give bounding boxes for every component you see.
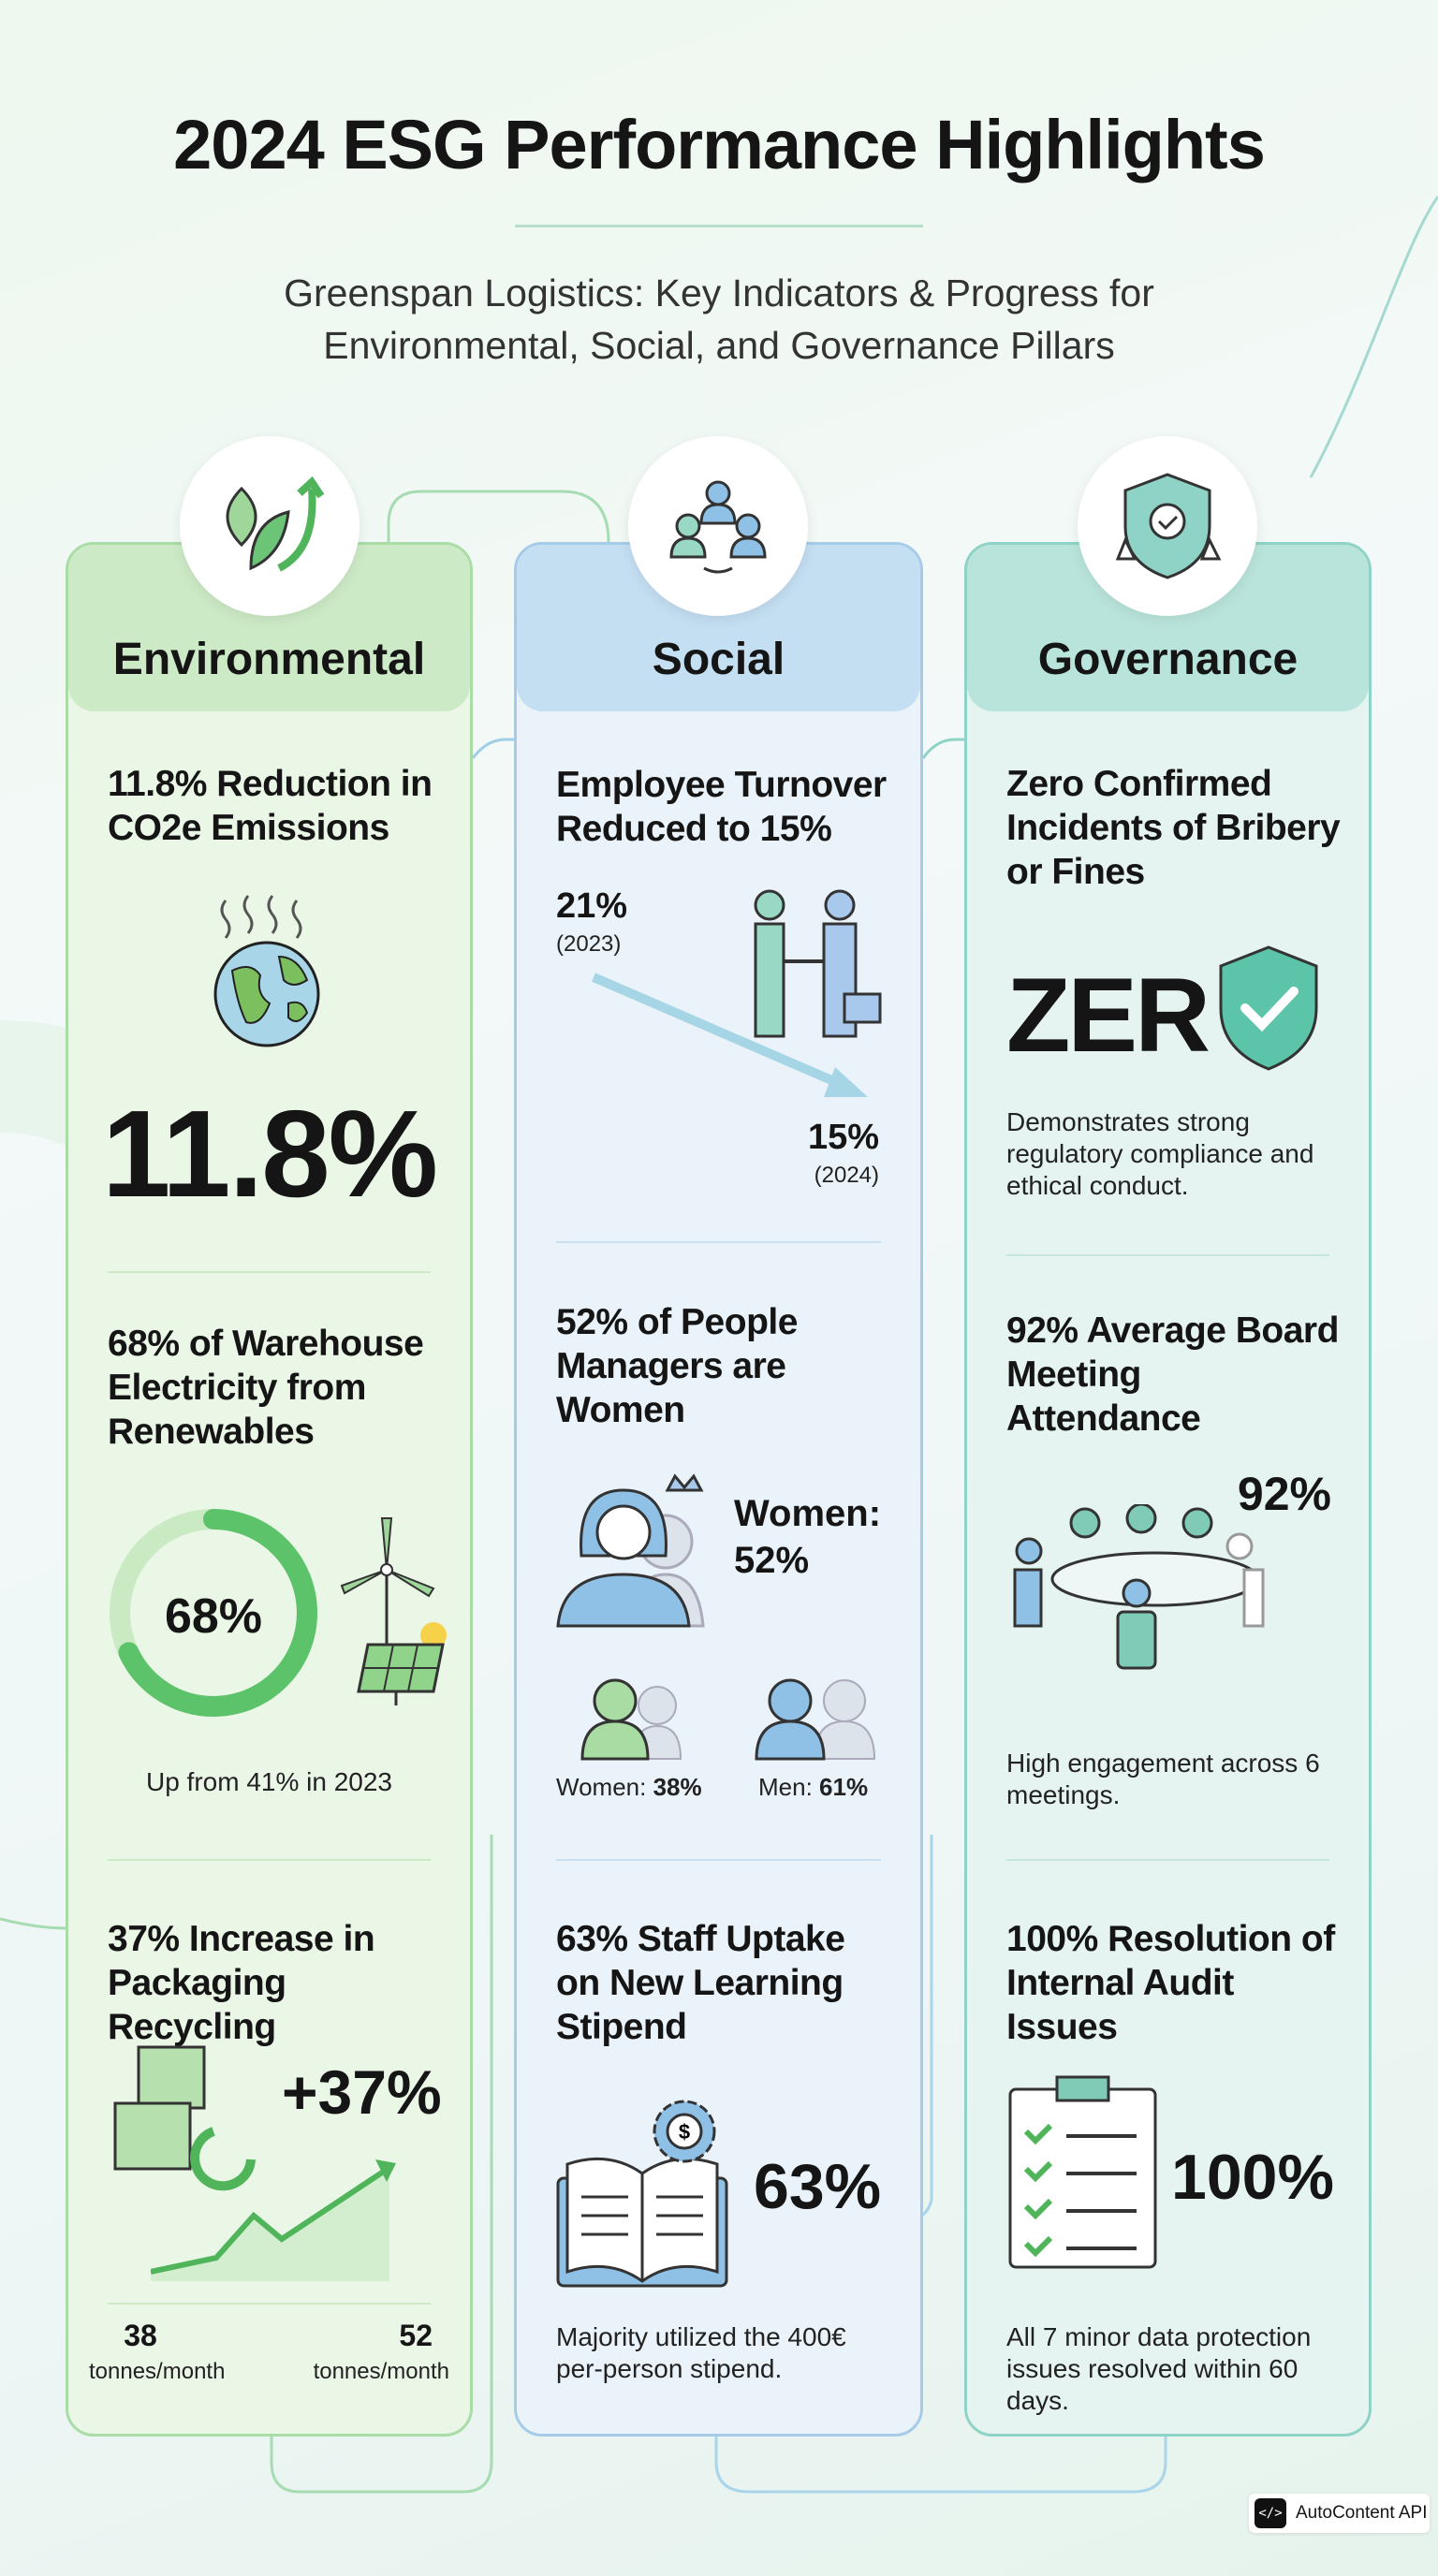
divider: [556, 1859, 881, 1861]
title-divider: [515, 225, 923, 227]
women-overall-stat: Women: 38%: [556, 1771, 702, 1803]
men-overall-icon: [755, 1678, 876, 1761]
kpi-title: 63% Staff Uptake on New Learning Stipend: [556, 1919, 845, 2047]
badge-label: AutoContent API: [1296, 2503, 1428, 2523]
board-meeting-icon: [1013, 1504, 1265, 1670]
code-icon: </>: [1255, 2498, 1286, 2528]
kpi-title: 92% Average Board Meeting Attendance: [1006, 1310, 1339, 1439]
women-overall-icon: [580, 1678, 682, 1761]
kpi-note: Majority utilized the 400€ per-person st…: [556, 2322, 846, 2383]
shield-check-icon: [1219, 945, 1318, 1071]
earth-heat-icon: [213, 895, 320, 1047]
start-unit: tonnes/month: [89, 2359, 226, 2384]
boxes-recycle-icon: [113, 2045, 256, 2191]
kpi-title: 11.8% Reduction in CO2e Emissions: [108, 764, 433, 848]
men-overall-stat: Men: 61%: [758, 1771, 868, 1803]
page-title: 2024 ESG Performance Highlights: [173, 106, 1266, 183]
kpi-title: 100% Resolution of Internal Audit Issues: [1006, 1919, 1335, 2047]
divider: [1006, 1859, 1329, 1861]
turnover-2023-year: (2023): [556, 931, 622, 957]
handshake-icon: [754, 889, 882, 1038]
social-card: Social Employee Turnover Reduced to 15% …: [514, 542, 923, 2437]
kpi-value: 11.8%: [102, 1085, 438, 1222]
leaf-growth-icon: [180, 436, 360, 616]
end-value: 52: [399, 2319, 433, 2352]
divider: [1006, 1254, 1329, 1256]
subtitle-line: Environmental, Social, and Governance Pi…: [323, 324, 1115, 367]
kpi-value: 100%: [1171, 2142, 1334, 2213]
kpi-title: 52% of People Managers are Women: [556, 1302, 798, 1430]
renewables-donut: [110, 1509, 317, 1717]
kpi-title: 68% of Warehouse Electricity from Renewa…: [108, 1324, 424, 1452]
donut-value: 68%: [164, 1589, 263, 1644]
kpi-title: Employee Turnover Reduced to 15%: [556, 765, 887, 849]
turnover-2024-value: 15%: [807, 1118, 879, 1157]
turnover-2024-year: (2024): [814, 1163, 879, 1188]
women-overall-value: 38%: [653, 1773, 702, 1801]
subtitle-line: Greenspan Logistics: Key Indicators & Pr…: [284, 271, 1154, 315]
book-stipend-icon: $: [556, 2100, 728, 2288]
divider: [108, 2303, 431, 2305]
shield-scales-icon: [1078, 436, 1257, 616]
environmental-card: Environmental 11.8% Reduction in CO2e Em…: [66, 542, 473, 2437]
recycling-trend-chart: [151, 2159, 396, 2281]
kpi-title: Zero Confirmed Incidents of Bribery or F…: [1006, 764, 1341, 892]
page-subtitle: Greenspan Logistics: Key Indicators & Pr…: [0, 267, 1438, 372]
end-unit: tonnes/month: [313, 2359, 449, 2384]
women-label: Women:: [734, 1493, 882, 1534]
social-header: Social: [517, 545, 920, 711]
women-overall-label: Women:: [556, 1773, 647, 1801]
divider: [108, 1271, 431, 1273]
svg-text:$: $: [679, 2120, 690, 2144]
community-people-icon: [628, 436, 808, 616]
kpi-note: All 7 minor data protection issues resol…: [1006, 2322, 1312, 2415]
start-value: 38: [124, 2319, 157, 2352]
kpi-value: 63%: [754, 2151, 882, 2222]
autocontent-badge: </> AutoContent API: [1249, 2494, 1430, 2533]
checklist-clipboard-icon: [1008, 2075, 1157, 2269]
kpi-note: High engagement across 6 meetings.: [1006, 1749, 1320, 1809]
kpi-title: 37% Increase in Packaging Recycling: [108, 1919, 375, 2047]
divider: [556, 1241, 881, 1243]
zero-value: ZER: [1006, 957, 1211, 1074]
women-value: 52%: [734, 1540, 810, 1581]
turnover-2023-value: 21%: [556, 886, 628, 926]
kpi-value: +37%: [282, 2057, 442, 2127]
wind-solar-icon: [340, 1517, 447, 1705]
donut-progress-arc: [110, 1509, 317, 1717]
downward-trend-arrow: [592, 973, 868, 1097]
kpi-value: 92%: [1237, 1468, 1331, 1520]
divider: [108, 1859, 431, 1861]
kpi-note: Demonstrates strong regulatory complianc…: [1006, 1107, 1314, 1200]
women-managers-stat: Women: 52%: [734, 1490, 881, 1584]
kpi-note: Up from 41% in 2023: [145, 1767, 393, 1796]
woman-manager-icon: [556, 1473, 705, 1628]
governance-card: Governance Zero Confirmed Incidents of B…: [964, 542, 1372, 2437]
men-overall-value: 61%: [819, 1773, 869, 1801]
men-overall-label: Men:: [758, 1773, 813, 1801]
